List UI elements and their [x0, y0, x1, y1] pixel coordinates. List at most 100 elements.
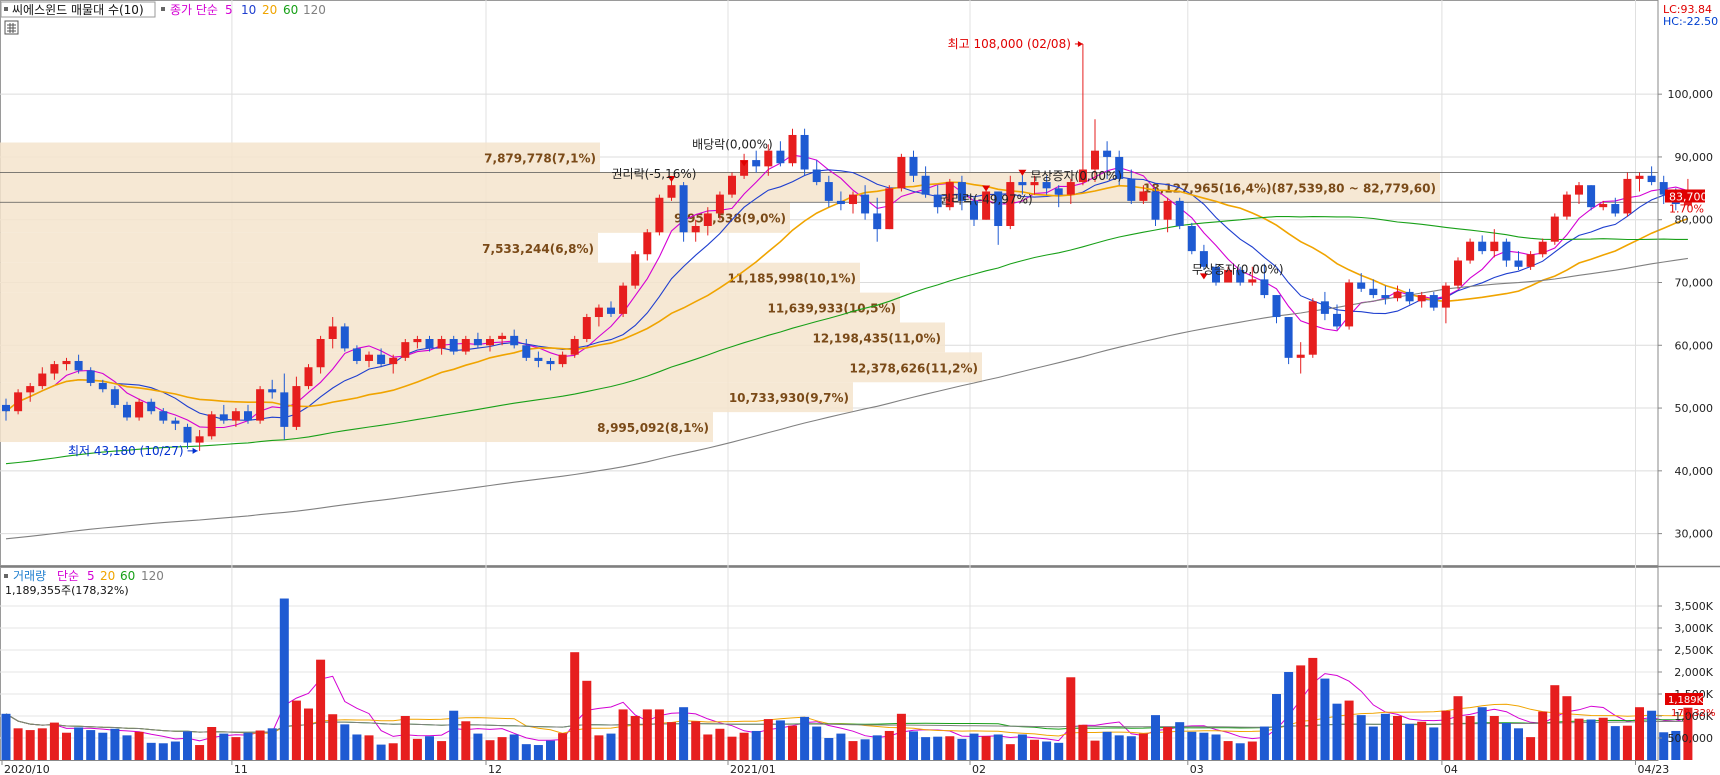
volume-bar: [110, 728, 120, 760]
volume-bar: [98, 732, 108, 760]
candle-body: [570, 339, 579, 355]
candle-body: [1054, 188, 1063, 195]
volume-bar: [1501, 723, 1511, 760]
candle-body: [812, 169, 821, 183]
hc-label: HC:-22.50: [1663, 15, 1718, 28]
volume-bar: [158, 743, 168, 760]
volume-bar: [642, 709, 652, 760]
volume-bar: [1042, 741, 1052, 760]
candle-body: [1466, 241, 1475, 261]
volume-bar: [533, 745, 543, 760]
candle-body: [1175, 200, 1184, 226]
candle-body: [800, 134, 809, 170]
volume-bar: [1017, 734, 1027, 760]
volume-bar: [1598, 717, 1608, 760]
candle-body: [1078, 169, 1087, 183]
candle-body: [1248, 279, 1257, 283]
candle-body: [1308, 301, 1317, 355]
candle-body: [1417, 295, 1426, 302]
candle-body: [607, 307, 615, 314]
candle-body: [1393, 291, 1402, 299]
ma-legend-10: 10: [241, 3, 256, 17]
volume-profile-label: 11,639,933(10,5%): [767, 302, 896, 316]
candle-body: [1369, 288, 1378, 296]
candle-body: [365, 354, 373, 361]
volume-bar: [1586, 719, 1596, 760]
candle-body: [1550, 216, 1559, 242]
volume-bar: [1308, 657, 1318, 760]
volume-legend-120: 120: [141, 569, 164, 583]
volume-side-tag: [1665, 693, 1703, 705]
candle-body: [546, 360, 555, 365]
volume-legend-60: 60: [120, 569, 135, 583]
volume-bar: [1344, 700, 1354, 760]
candle-body: [594, 307, 603, 318]
volume-bar: [1247, 741, 1257, 760]
candles: [2, 43, 1692, 451]
price-tick-label: 60,000: [1675, 339, 1714, 352]
volume-profile-label: 12,198,435(11,0%): [812, 331, 941, 345]
candle-body: [885, 188, 894, 230]
candle-body: [957, 182, 966, 201]
x-tick-label: 11: [234, 763, 248, 775]
candle-body: [558, 354, 567, 365]
volume-bar: [1610, 726, 1620, 760]
candle-body: [352, 348, 361, 361]
volume-bar: [243, 732, 253, 760]
candle-body: [1454, 260, 1462, 286]
volume-bar: [715, 728, 725, 760]
volume-last-value: 1,189,355주(178,32%): [5, 584, 129, 597]
stock-label-box[interactable]: [0, 1, 156, 18]
volume-bar: [1514, 728, 1523, 760]
candle-body: [1429, 295, 1438, 308]
volume-bar: [558, 733, 568, 760]
candle-body: [280, 392, 289, 427]
volume-bar: [1223, 741, 1233, 760]
candle-body: [643, 232, 652, 255]
candle-body: [473, 339, 482, 346]
candle-body: [522, 345, 531, 358]
volume-bar: [909, 731, 918, 760]
dividend-label: 배당락(0,00%): [692, 137, 773, 151]
candle-body: [1103, 150, 1112, 157]
stock-label: 씨에스윈드 매물대 수(10): [12, 3, 144, 17]
volume-bar: [1259, 726, 1269, 760]
candle-body: [1224, 269, 1233, 283]
volume-legend-5: 5: [87, 569, 95, 583]
candle-body: [498, 335, 507, 339]
volume-bar: [1635, 707, 1644, 760]
volume-bar: [146, 742, 156, 760]
volume-legend-square: [4, 574, 8, 578]
volume-bars: [1, 598, 1693, 760]
volume-bar: [691, 721, 701, 760]
capital-increase-2-marker: [1199, 273, 1208, 280]
volume-profile-label: 18,127,965(16,4%)(87,539,80 ~ 82,779,60): [1143, 181, 1436, 195]
volume-bar: [582, 680, 592, 760]
calculator-icon-grid: [7, 23, 16, 33]
volume-bar: [1126, 736, 1136, 760]
volume-bar: [279, 598, 289, 760]
volume-bar: [183, 731, 192, 760]
volume-bar: [122, 735, 132, 760]
candle-body: [1357, 282, 1366, 289]
volume-bar: [134, 731, 144, 760]
candle-body: [1381, 295, 1390, 299]
volume-bar: [969, 733, 979, 760]
low-label: 최저 43,180 (10/27): [68, 444, 184, 458]
price-tick-label: 30,000: [1675, 528, 1714, 541]
candle-body: [401, 342, 410, 358]
dividend-marker: [740, 160, 749, 167]
candle-body: [921, 175, 930, 195]
volume-tick-label: 3,500K: [1674, 600, 1713, 613]
candle-body: [897, 156, 906, 189]
candle-body: [328, 326, 337, 339]
capital-increase-1-marker: [1018, 169, 1027, 176]
volume-bar: [618, 709, 628, 760]
volume-bar: [219, 733, 229, 760]
volume-bar: [37, 728, 47, 760]
volume-bar: [800, 716, 810, 760]
volume-bar: [1622, 725, 1632, 760]
volume-bar: [703, 734, 713, 760]
volume-bar: [1683, 707, 1693, 760]
